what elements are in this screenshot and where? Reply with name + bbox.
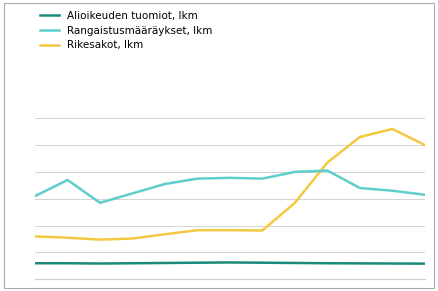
Alioikeuden tuomiot, lkm [260, 261, 265, 265]
Alioikeuden tuomiot, lkm [390, 262, 395, 265]
Rangaistusmääräykset, lkm [97, 201, 102, 205]
Line: Rikesakot, lkm: Rikesakot, lkm [35, 129, 425, 239]
Alioikeuden tuomiot, lkm [195, 261, 200, 265]
Rangaistusmääräykset, lkm [65, 178, 70, 182]
Rikesakot, lkm [260, 229, 265, 232]
Rangaistusmääräykset, lkm [292, 170, 297, 174]
Rangaistusmääräykset, lkm [162, 182, 168, 186]
Alioikeuden tuomiot, lkm [227, 261, 233, 264]
Alioikeuden tuomiot, lkm [97, 262, 102, 265]
Alioikeuden tuomiot, lkm [130, 262, 135, 265]
Rikesakot, lkm [390, 127, 395, 131]
Rikesakot, lkm [32, 235, 38, 238]
Rikesakot, lkm [195, 228, 200, 232]
Alioikeuden tuomiot, lkm [32, 262, 38, 265]
Alioikeuden tuomiot, lkm [162, 261, 168, 265]
Rikesakot, lkm [227, 228, 233, 232]
Rangaistusmääräykset, lkm [422, 193, 427, 196]
Rikesakot, lkm [65, 236, 70, 239]
Rikesakot, lkm [130, 237, 135, 240]
Rangaistusmääräykset, lkm [130, 192, 135, 195]
Alioikeuden tuomiot, lkm [422, 262, 427, 265]
Rikesakot, lkm [292, 201, 297, 205]
Rangaistusmääräykset, lkm [390, 189, 395, 192]
Rikesakot, lkm [325, 161, 330, 164]
Legend: Alioikeuden tuomiot, lkm, Rangaistusmääräykset, lkm, Rikesakot, lkm: Alioikeuden tuomiot, lkm, Rangaistusmäär… [40, 11, 213, 50]
Alioikeuden tuomiot, lkm [65, 262, 70, 265]
Line: Alioikeuden tuomiot, lkm: Alioikeuden tuomiot, lkm [35, 262, 425, 264]
Rikesakot, lkm [422, 143, 427, 147]
Alioikeuden tuomiot, lkm [292, 261, 297, 265]
Rangaistusmääräykset, lkm [227, 176, 233, 180]
Rangaistusmääräykset, lkm [260, 177, 265, 180]
Alioikeuden tuomiot, lkm [325, 262, 330, 265]
Rangaistusmääräykset, lkm [325, 169, 330, 172]
Rikesakot, lkm [97, 238, 102, 241]
Rangaistusmääräykset, lkm [195, 177, 200, 180]
Rikesakot, lkm [162, 233, 168, 236]
Alioikeuden tuomiot, lkm [357, 262, 363, 265]
Rikesakot, lkm [357, 135, 363, 139]
Rangaistusmääräykset, lkm [32, 194, 38, 198]
Rangaistusmääräykset, lkm [357, 186, 363, 190]
Line: Rangaistusmääräykset, lkm: Rangaistusmääräykset, lkm [35, 171, 425, 203]
